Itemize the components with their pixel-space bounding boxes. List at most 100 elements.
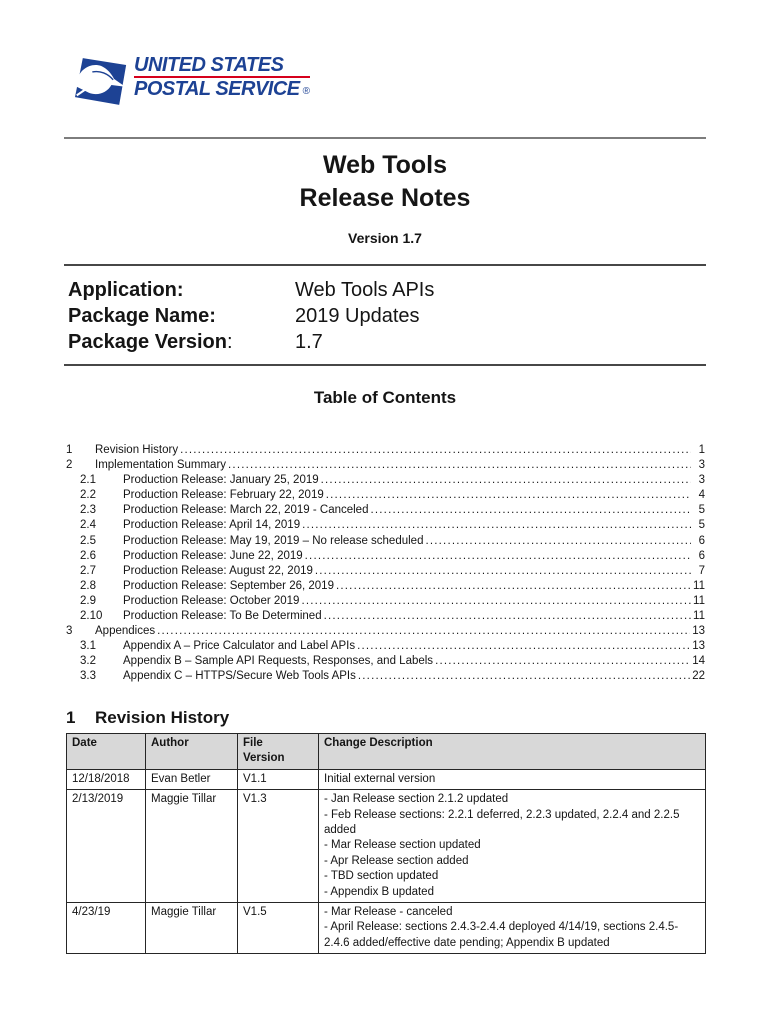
- toc-dot-leader: ........................................…: [180, 444, 691, 456]
- toc-entry-number: 2.8: [80, 579, 96, 592]
- toc-entry-number: 3.3: [80, 670, 96, 683]
- toc-entry-label: Appendix C – HTTPS/Secure Web Tools APIs: [123, 670, 356, 683]
- toc-dot-leader: ........................................…: [435, 655, 690, 668]
- toc-entry-label: Production Release: February 22, 2019: [123, 489, 324, 502]
- divider-top: [64, 137, 706, 139]
- toc-entry-page: 6: [698, 549, 705, 562]
- toc-dot-leader: ........................................…: [320, 474, 691, 487]
- toc-heading: Table of Contents: [313, 388, 457, 407]
- toc-entry: 2.9 Production Release: October 2019 ....…: [66, 594, 705, 609]
- toc-entry-number: 2.10: [80, 610, 103, 623]
- change-line: - Appendix B updated: [324, 885, 434, 898]
- table-row: 4/23/19 Maggie Tillar V1.5- Mar Release - …: [66, 902, 706, 955]
- meta-value: Web Tools APIs: [295, 279, 435, 301]
- toc-entry-label: Appendices: [95, 625, 156, 638]
- table-row: 2/13/2019 Maggie Tillar V1.3- Jan Release …: [66, 789, 706, 904]
- toc-entry-label: Production Release: March 22, 2019 - Can…: [123, 504, 369, 517]
- table-header-cell-text: File Version: [243, 737, 285, 765]
- toc-list: 1 Revision History.......................…: [66, 443, 705, 685]
- toc-entry-number: 2.2: [80, 489, 96, 502]
- toc-entry: 2.4 Production Release: April 14, 2019 ..…: [66, 518, 705, 533]
- meta-label-text: Package Name: [68, 305, 210, 327]
- toc-entry: 2 Implementation Summary.................…: [66, 458, 705, 473]
- table-header-row: Date Author File Version Change Description: [66, 733, 706, 770]
- table-row: 12/18/2018 Evan Betler V1.1 Initial externa…: [66, 768, 706, 791]
- toc-entry-number: 1: [66, 444, 73, 456]
- meta-label-text: Package Version: [68, 331, 227, 353]
- toc-entry-page: 3: [698, 474, 705, 487]
- toc-dot-leader: ........................................…: [323, 610, 691, 623]
- meta-row-package-name: Package Name: 2019 Updates: [68, 303, 705, 329]
- toc-entry: 3 Appendices ............................…: [66, 624, 705, 639]
- toc-entry-label: Production Release: September 26, 2019: [123, 579, 334, 592]
- table-header-cell: Date: [66, 733, 146, 770]
- cell-author: Maggie Tillar: [145, 789, 238, 904]
- toc-entry-label: Production Release: June 22, 2019: [123, 549, 303, 562]
- toc-entry-label: Production Release: October 2019: [123, 594, 300, 607]
- usps-logo-line2: POSTAL SERVICE ®: [134, 79, 310, 102]
- toc-entry-label: Production Release: April 14, 2019: [123, 519, 301, 532]
- toc-entry-number: 2.1: [80, 474, 96, 487]
- toc-entry: 3.2 Appendix B – Sample API Requests, Res…: [66, 654, 705, 669]
- revision-history-table: Date Author File Version Change Description…: [66, 733, 706, 955]
- toc-entry-number: 2.4: [80, 519, 96, 532]
- toc-dot-leader: ........................................…: [301, 594, 691, 607]
- toc-dot-leader: ........................................…: [425, 534, 691, 547]
- table-header-cell: File Version: [237, 733, 319, 770]
- change-line: - Mar Release section updated: [324, 839, 481, 852]
- toc-entry-page: 14: [692, 655, 705, 668]
- meta-row-application: Application: Web Tools APIs: [68, 277, 705, 303]
- toc-dot-leader: ........................................…: [370, 504, 691, 517]
- change-line: - Apr Release section added: [324, 854, 469, 867]
- divider-under-meta: [64, 364, 706, 366]
- divider-under-title: [64, 264, 706, 266]
- toc-entry-page: 5: [698, 519, 705, 532]
- toc-entry-page: 3: [698, 459, 705, 472]
- meta-label: Package Name:: [68, 303, 295, 329]
- toc-entry: 2.3 Production Release: March 22, 2019 - …: [66, 503, 705, 518]
- cell-change-description: Initial external version: [318, 768, 706, 791]
- meta-label-colon: :: [226, 331, 233, 353]
- usps-logo-red-divider: [134, 76, 311, 78]
- toc-dot-leader: ........................................…: [357, 640, 690, 653]
- toc-entry: 1 Revision History.......................…: [66, 443, 705, 458]
- toc-dot-leader: ........................................…: [304, 549, 691, 562]
- toc-entry-label: Production Release: May 19, 2019 – No re…: [123, 534, 424, 547]
- toc-dot-leader: ........................................…: [325, 489, 691, 502]
- toc-dot-leader: ........................................…: [157, 625, 690, 638]
- toc-entry-number: 2: [66, 459, 73, 472]
- usps-logo: UNITED STATES POSTAL SERVICE ®: [75, 55, 311, 106]
- toc-entry-page: 1: [698, 444, 705, 456]
- toc-entry: 2.8 Production Release: September 26, 201…: [66, 579, 705, 594]
- toc-entry: 2.7 Production Release: August 22, 2019..…: [66, 564, 705, 579]
- toc-entry-number: 2.9: [80, 594, 96, 607]
- cell-date: 2/13/2019: [66, 789, 146, 904]
- toc-dot-leader: ........................................…: [314, 564, 691, 577]
- toc-entry-label: Implementation Summary: [95, 459, 227, 472]
- toc-dot-leader: ........................................…: [228, 459, 691, 472]
- registered-mark: ®: [302, 86, 311, 97]
- cell-change-description: - Mar Release - canceled - April Release:…: [318, 902, 706, 955]
- change-line: Initial external version: [324, 772, 436, 785]
- usps-eagle-icon: [75, 58, 127, 105]
- toc-entry-page: 13: [692, 625, 705, 638]
- toc-entry-page: 22: [692, 670, 705, 683]
- toc-entry-number: 3.1: [80, 640, 96, 653]
- table-header-cell: Author: [145, 733, 238, 770]
- section-number: 1: [66, 708, 76, 727]
- title-line2: Release Notes: [299, 184, 471, 212]
- title-line1: Web Tools: [322, 151, 448, 179]
- section-title: Revision History: [95, 708, 230, 727]
- meta-label: Package Version:: [68, 329, 295, 355]
- toc-entry-number: 3: [66, 625, 73, 638]
- toc-entry-label: Appendix A – Price Calculator and Label …: [123, 640, 356, 653]
- toc-entry-page: 6: [698, 534, 705, 547]
- toc-entry: 2.2 Production Release: February 22, 2019…: [66, 488, 705, 503]
- toc-entry-label: Production Release: To Be Determined: [123, 610, 322, 623]
- meta-label: Application:: [68, 277, 295, 303]
- toc-entry-page: 11: [693, 594, 705, 607]
- toc-entry: 2.6 Production Release: June 22, 2019 ...…: [66, 549, 705, 564]
- meta-label-text: Application: [68, 279, 177, 301]
- change-line: - TBD section updated: [324, 870, 439, 883]
